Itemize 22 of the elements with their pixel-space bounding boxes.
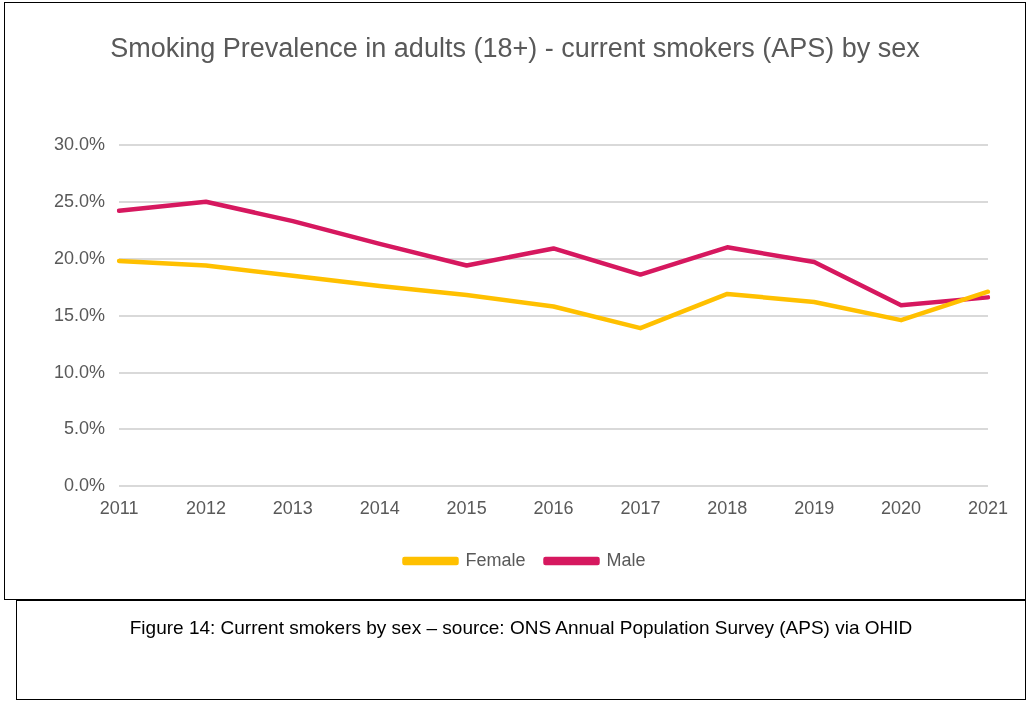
x-tick-label: 2018 (707, 498, 748, 519)
x-tick-label: 2015 (446, 498, 487, 519)
legend-label: Male (606, 549, 646, 570)
x-tick-label: 2011 (99, 498, 139, 519)
caption: Figure 14: Current smokers by sex – source: ONS Annual Population Survey (APS) via OHID (16, 600, 1026, 700)
x-tick-label: 2021 (967, 498, 1008, 519)
y-tick-label: 30.0% (53, 133, 106, 154)
x-tick-label: 2012 (185, 498, 226, 519)
y-tick-label: 15.0% (53, 304, 106, 325)
x-tick-label: 2014 (359, 498, 400, 519)
y-tick-label: 25.0% (53, 190, 106, 211)
x-tick-label: 2017 (620, 498, 661, 519)
x-tick-label: 2016 (533, 498, 574, 519)
x-tick-label: 2019 (794, 498, 835, 519)
legend-label: Female (465, 549, 526, 570)
chart-title: Smoking Prevalence in adults (18+) - current smokers (APS) by sex (109, 32, 921, 65)
y-tick-label: 5.0% (64, 418, 106, 439)
x-tick-label: 2013 (272, 498, 313, 519)
x-tick-label: 2020 (881, 498, 922, 519)
y-tick-label: 10.0% (53, 361, 106, 382)
y-tick-label: 0.0% (64, 475, 106, 496)
y-tick-label: 20.0% (53, 247, 106, 268)
